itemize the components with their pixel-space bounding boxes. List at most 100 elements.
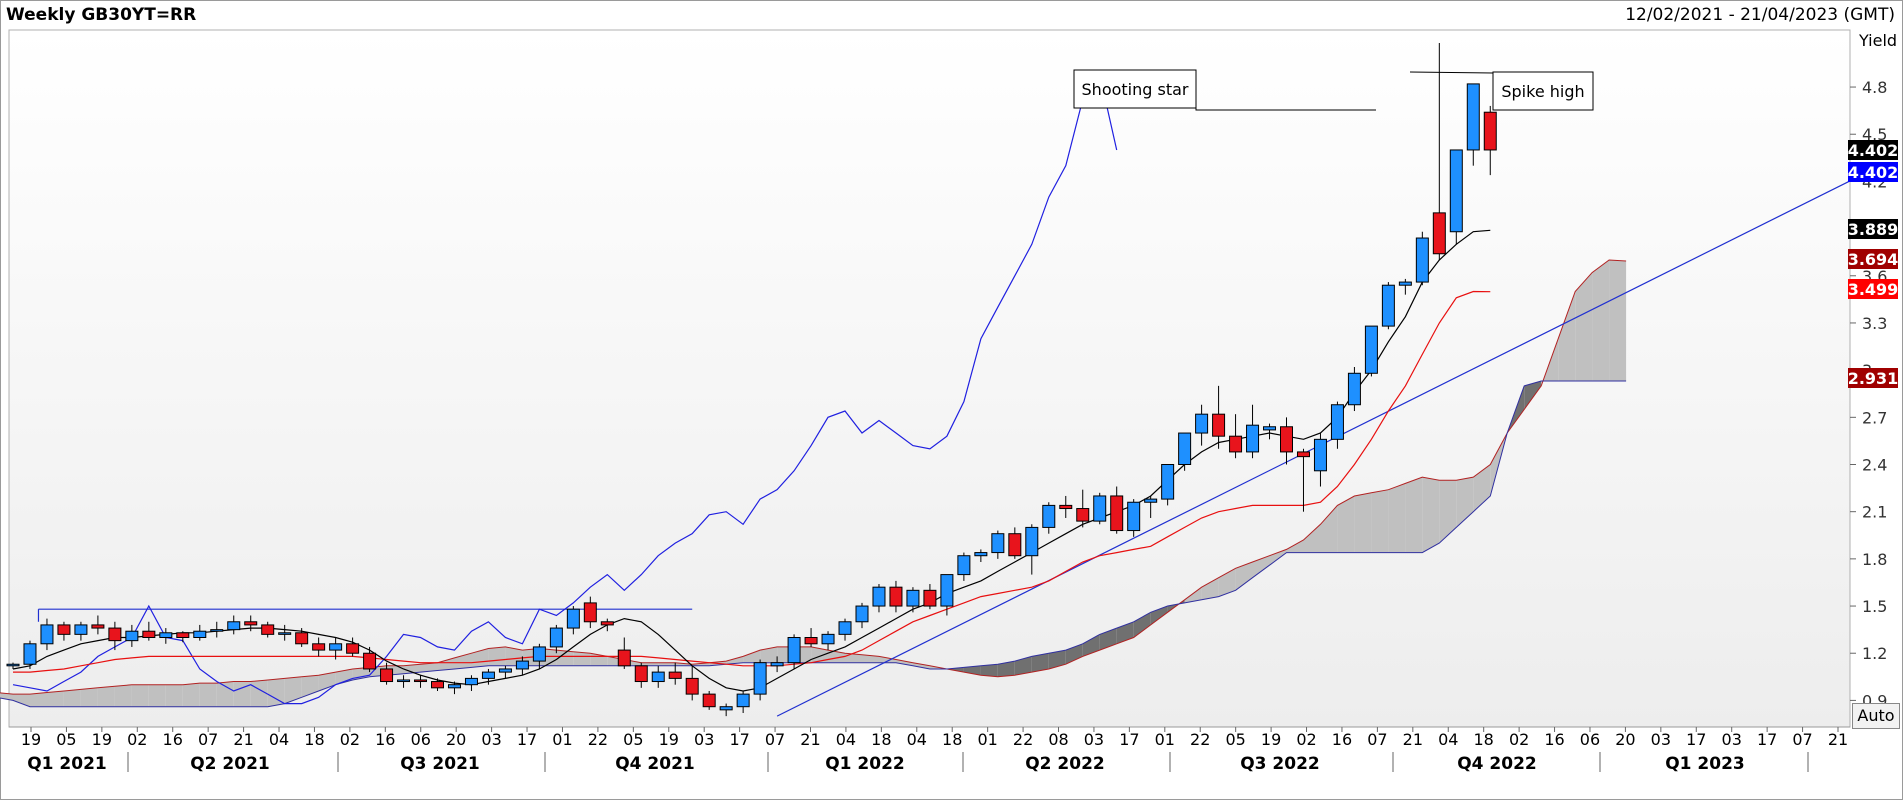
candle-body <box>1347 372 1361 406</box>
y-tick-label: 4.8 <box>1862 78 1887 97</box>
candle-body <box>1313 438 1327 472</box>
cloud-segment <box>980 664 998 677</box>
x-tick-label: 18 <box>942 730 962 749</box>
candle-body <box>227 621 241 631</box>
annotations: Shooting star Spike high <box>1073 69 1594 111</box>
cloud-segment <box>1592 260 1610 381</box>
cloud-segment <box>216 681 234 707</box>
cloud-segment <box>488 646 506 666</box>
x-tick-label: 02 <box>127 730 147 749</box>
plot-area <box>8 29 1851 728</box>
candle-body <box>719 706 733 711</box>
candle-body <box>1381 284 1395 327</box>
cloud-segment <box>1031 653 1049 673</box>
candle-body <box>329 643 343 651</box>
candle-body <box>23 643 37 665</box>
cloud-segment <box>30 692 47 707</box>
tenkan-sen <box>12 229 1491 692</box>
kijun-sen-line <box>13 290 1491 673</box>
cloud-segment <box>352 667 370 680</box>
x-tick-label: 16 <box>375 730 395 749</box>
candle-body <box>74 624 88 635</box>
x-tick-label: 18 <box>1474 730 1494 749</box>
candle-body <box>481 671 495 679</box>
x-tick-label: 05 <box>1225 730 1245 749</box>
price-labels: 4.402 4.402 3.889 3.694 3.499 2.931 <box>1848 140 1899 388</box>
cloud-segment <box>301 675 319 698</box>
x-tick-label: 18 <box>871 730 891 749</box>
x-tick-label: 03 <box>481 730 501 749</box>
candle-body <box>1483 111 1497 151</box>
candle-body <box>651 671 665 683</box>
cloud-segment <box>1252 555 1270 578</box>
cloud-segment <box>148 684 166 707</box>
candle-body <box>753 662 767 695</box>
candles <box>6 43 1497 717</box>
tenkan-sen-line <box>12 229 1491 692</box>
y-tick-label: 1.2 <box>1862 644 1887 663</box>
x-tick-label: 19 <box>659 730 679 749</box>
quarter-label: Q1 2023 <box>1665 754 1745 774</box>
candle-body <box>1212 413 1226 437</box>
price-label: 4.402 <box>1848 140 1898 160</box>
candle-body <box>431 681 444 689</box>
cloud-segment <box>811 646 828 663</box>
x-tick-label: 02 <box>340 730 360 749</box>
price-label-box <box>1848 279 1898 299</box>
cloud-segment <box>1439 480 1457 544</box>
annotation-spike-high-pointer <box>1409 71 1494 74</box>
cloud-segment <box>1575 272 1593 381</box>
candle-body <box>1076 508 1090 522</box>
x-tick-label: 08 <box>1048 730 1068 749</box>
y-tick-label: 2.4 <box>1862 456 1887 475</box>
cloud-segment <box>97 686 115 707</box>
candle-body <box>515 660 529 670</box>
candle-body <box>244 621 258 626</box>
candle-body <box>1127 501 1141 532</box>
y-tick-label: 1.8 <box>1862 550 1887 569</box>
cloud-segment <box>1235 562 1253 591</box>
cloud-segment <box>437 657 455 671</box>
x-tick-label: 16 <box>163 730 183 749</box>
annotation-spike-high: Spike high <box>1492 71 1594 111</box>
cloud-segment <box>1405 477 1423 553</box>
trendline <box>776 180 1850 717</box>
candle-body <box>1449 149 1463 233</box>
candle-body <box>1415 237 1429 283</box>
candle-body <box>1144 498 1158 503</box>
x-tick-label: 19 <box>21 730 41 749</box>
candle-body <box>940 574 954 607</box>
x-tick-label: 17 <box>1757 730 1777 749</box>
cloud-segment <box>1048 650 1066 669</box>
candle-body <box>1466 83 1480 151</box>
cloud-segment <box>1133 612 1151 638</box>
x-tick-label: 22 <box>588 730 608 749</box>
candle-body <box>278 632 292 635</box>
candle-body <box>1432 212 1446 255</box>
candle-body <box>91 624 105 629</box>
cloud-segment <box>182 683 200 707</box>
cloud-segment <box>1150 606 1168 625</box>
candle-body <box>125 630 139 642</box>
candle-body <box>991 533 1005 554</box>
candle-body <box>600 621 614 626</box>
annotation-shooting-star-label: Shooting star <box>1082 80 1189 99</box>
x-tick-label: 04 <box>269 730 289 749</box>
x-tick-label: 06 <box>411 730 431 749</box>
price-label-box <box>1848 219 1898 239</box>
auto-scale-button[interactable]: Auto <box>1852 703 1900 729</box>
y-tick-label: 4.5 <box>1862 125 1887 144</box>
price-label-box <box>1848 249 1898 269</box>
candle-body <box>1280 426 1293 453</box>
x-tick-label: 07 <box>1792 730 1812 749</box>
cloud-segment <box>658 662 676 666</box>
candle-body <box>312 643 326 651</box>
candle-body <box>108 627 122 642</box>
cloud-segment <box>420 662 438 673</box>
price-label-value: 2.931 <box>1848 369 1899 388</box>
price-label-value: 3.889 <box>1848 220 1899 239</box>
x-tick-label: 21 <box>233 730 253 749</box>
candle-body <box>634 665 648 683</box>
annotation-shooting-star-pointer <box>1195 88 1376 111</box>
